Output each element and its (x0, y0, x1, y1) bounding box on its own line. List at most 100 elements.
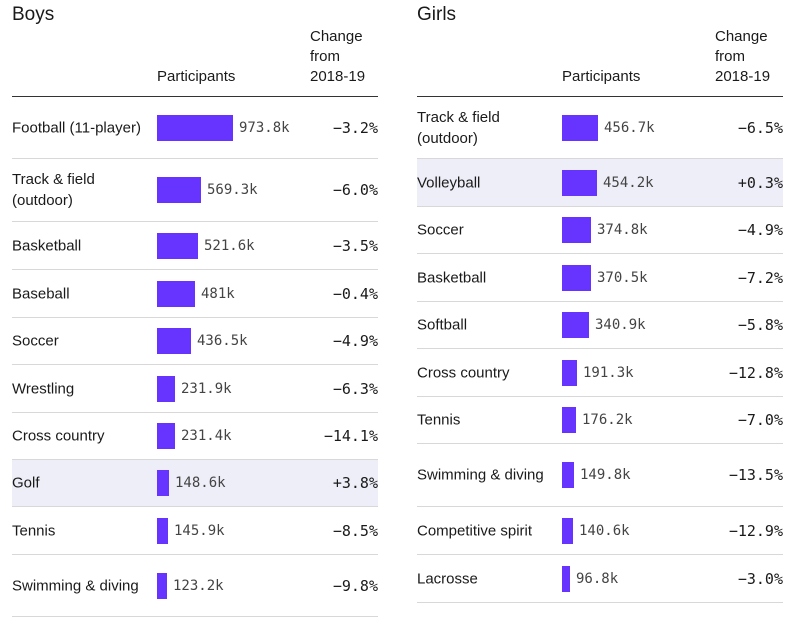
sport-label: Tennis (417, 411, 461, 429)
table-row: Tennis 176.2k −7.0% (417, 397, 783, 444)
sport-label: Soccer (12, 332, 59, 350)
table-row: Track & field (outdoor) 456.7k −6.5% (417, 97, 783, 159)
participants-value: 374.8k (597, 222, 648, 238)
change-value: +0.3% (737, 173, 783, 192)
change-value: −3.5% (332, 236, 378, 255)
change-value: −12.8% (728, 363, 783, 382)
participants-bar (562, 565, 570, 592)
participants-bar (157, 114, 233, 141)
change-value: −4.9% (737, 221, 783, 239)
sport-label: Golf (12, 474, 40, 492)
header-rule (12, 96, 378, 97)
change-value: −6.0% (332, 181, 378, 199)
change-value: −9.8% (332, 576, 378, 595)
change-value: −0.4% (332, 284, 378, 303)
change-value: −12.9% (728, 521, 783, 540)
table-row: Basketball 521.6k −3.5% (12, 222, 378, 270)
sport-label: Track & field (outdoor) (12, 171, 95, 209)
participants-bar (157, 517, 168, 544)
participants-value: 521.6k (204, 237, 255, 254)
sport-label: Football (11-player) (12, 119, 141, 136)
participants-value: 340.9k (595, 317, 646, 333)
table-row: Volleyball 454.2k +0.3% (417, 159, 783, 207)
sport-label: Cross country (12, 427, 105, 445)
participants-bar (562, 114, 598, 141)
change-value: −14.1% (323, 427, 378, 445)
table-row: Soccer 374.8k −4.9% (417, 207, 783, 254)
change-value: −13.5% (728, 466, 783, 484)
sport-label: Swimming & diving (417, 466, 544, 484)
participants-bar (157, 375, 175, 402)
sport-label: Wrestling (12, 380, 75, 397)
participants-value: 176.2k (582, 412, 633, 428)
panel-title: Boys (12, 4, 55, 25)
table-row: Track & field (outdoor) 569.3k −6.0% (12, 159, 378, 222)
participants-value: 231.9k (181, 380, 232, 397)
participants-header: Participants (157, 68, 236, 85)
sport-label: Basketball (417, 269, 487, 286)
participants-bar (157, 470, 169, 496)
table-row: Cross country 191.3k −12.8% (417, 349, 783, 397)
sport-label: Softball (417, 316, 468, 334)
participants-value: 149.8k (580, 467, 631, 483)
participants-bar (562, 517, 573, 544)
sport-label: Swimming & diving (12, 577, 139, 594)
participants-bar (562, 217, 591, 243)
participants-value: 454.2k (603, 174, 654, 191)
table-row: Lacrosse 96.8k −3.0% (417, 555, 783, 603)
participants-bar (157, 572, 167, 599)
participants-bar (562, 359, 577, 386)
participants-value: 123.2k (173, 577, 224, 594)
table-row: Swimming & diving 123.2k −9.8% (12, 555, 378, 617)
participants-value: 456.7k (604, 119, 655, 136)
change-value: −3.0% (737, 569, 783, 588)
participants-value: 148.6k (175, 475, 226, 491)
table-row: Competitive spirit 140.6k −12.9% (417, 507, 783, 555)
participants-value: 140.6k (579, 522, 630, 539)
sport-label: Volleyball (417, 174, 481, 191)
participants-value: 973.8k (239, 119, 290, 136)
sport-label: Basketball (12, 237, 82, 254)
participants-value: 436.5k (197, 333, 248, 349)
table-row: Soccer 436.5k −4.9% (12, 318, 378, 365)
sport-label: Track & field (outdoor) (417, 108, 500, 147)
sport-label: Lacrosse (417, 570, 478, 587)
participants-bar (157, 423, 175, 449)
change-value: −3.2% (332, 118, 378, 137)
table-row: Wrestling 231.9k −6.3% (12, 365, 378, 413)
table-row: Football (11-player) 973.8k −3.2% (12, 97, 378, 159)
change-value: −6.5% (737, 118, 783, 137)
table-row: Cross country 231.4k −14.1% (12, 413, 378, 460)
change-header: Change from 2018-19 (310, 28, 366, 85)
participants-value: 231.4k (181, 428, 232, 444)
participants-bar (562, 407, 576, 433)
participants-bar (562, 264, 591, 291)
table-row: Tennis 145.9k −8.5% (12, 507, 378, 555)
table-row: Baseball 481k −0.4% (12, 270, 378, 318)
participants-bar (157, 232, 198, 259)
header-rule (417, 96, 783, 97)
participants-bar (157, 328, 191, 354)
sport-label: Tennis (12, 522, 56, 539)
participants-value: 569.3k (207, 182, 258, 198)
sport-label: Soccer (417, 221, 464, 239)
participants-value: 481k (201, 285, 235, 302)
change-value: +3.8% (332, 474, 378, 492)
sport-label: Baseball (12, 285, 70, 302)
table-row: Golf 148.6k +3.8% (12, 460, 378, 507)
sport-label: Cross country (417, 364, 510, 381)
change-value: −6.3% (332, 379, 378, 398)
participants-bar (562, 462, 574, 488)
participants-value: 191.3k (583, 364, 634, 381)
change-value: −8.5% (332, 521, 378, 540)
participants-header: Participants (562, 68, 641, 85)
change-value: −4.9% (332, 332, 378, 350)
change-value: −7.2% (737, 268, 783, 287)
participants-bar (562, 169, 597, 196)
change-header: Change from 2018-19 (715, 28, 771, 85)
participants-value: 96.8k (576, 570, 619, 587)
change-value: −5.8% (737, 316, 783, 334)
change-value: −7.0% (737, 411, 783, 429)
table-row: Swimming & diving 149.8k −13.5% (417, 444, 783, 507)
participants-bar (157, 177, 201, 203)
